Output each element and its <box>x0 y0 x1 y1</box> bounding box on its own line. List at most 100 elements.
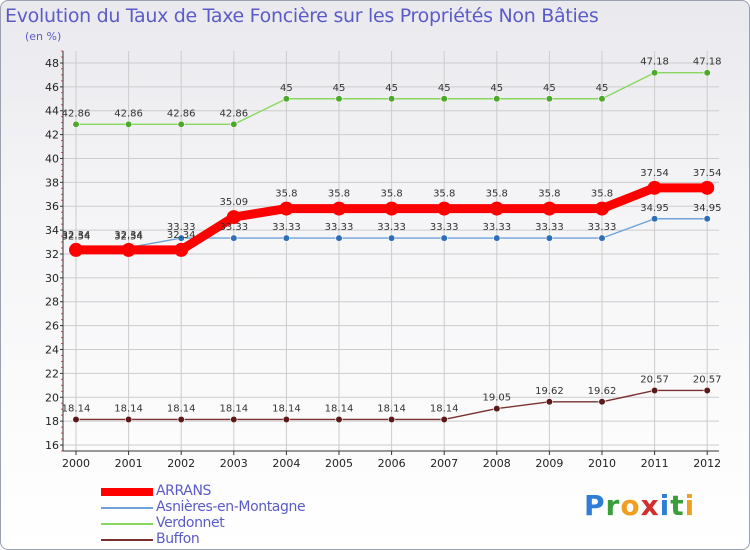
data-point-asni-res-en-montagne <box>335 234 343 242</box>
data-label-buffon: 20.57 <box>640 374 669 385</box>
data-label-arrans: 35.8 <box>380 189 402 200</box>
data-label-arrans: 32.34 <box>62 230 91 241</box>
data-point-verdonnet <box>177 120 185 128</box>
x-tick-label: 2008 <box>483 457 511 470</box>
logo-letter: x <box>640 489 660 522</box>
y-tick-label: 44 <box>45 105 59 118</box>
y-tick-label: 36 <box>45 200 59 213</box>
data-point-verdonnet <box>650 69 659 77</box>
data-point-buffon <box>493 405 501 413</box>
data-label-buffon: 19.05 <box>482 393 511 404</box>
x-tick-label: 2004 <box>272 457 300 470</box>
x-tick-label: 2003 <box>220 457 248 470</box>
data-label-asni-res-en-montagne: 32.54 <box>62 232 91 243</box>
data-label-verdonnet: 42.86 <box>62 108 91 119</box>
data-point-asni-res-en-montagne <box>545 234 554 242</box>
x-tick-label: 2007 <box>430 457 458 470</box>
legend-swatch <box>101 488 153 496</box>
x-tick-label: 2005 <box>325 457 353 470</box>
data-label-arrans: 37.54 <box>640 168 669 179</box>
chart-subtitle: (en %) <box>25 30 62 43</box>
data-label-arrans: 35.8 <box>538 189 560 200</box>
data-label-asni-res-en-montagne: 33.33 <box>325 222 354 233</box>
data-label-verdonnet: 45 <box>438 83 451 94</box>
legend-label: Asnières-en-Montagne <box>156 499 306 515</box>
data-label-asni-res-en-montagne: 33.33 <box>219 222 248 233</box>
legend-label: Verdonnet <box>156 515 225 531</box>
chart-title: Evolution du Taux de Taxe Foncière sur l… <box>5 5 599 27</box>
series-arrans <box>69 180 715 257</box>
data-point-arrans <box>121 242 136 257</box>
axis-layer: 16 18 20 22 24 26 28 30 32 34 36 38 40 42 44 46 48 2000 20… <box>45 50 721 470</box>
data-label-verdonnet: 42.86 <box>114 108 143 119</box>
data-point-asni-res-en-montagne <box>598 234 606 242</box>
legend-swatch <box>101 523 153 525</box>
data-point-asni-res-en-montagne <box>650 215 659 223</box>
data-point-verdonnet <box>493 95 501 103</box>
data-label-arrans: 35.8 <box>591 189 613 200</box>
y-tick-label: 48 <box>45 57 59 70</box>
data-point-arrans <box>595 201 609 216</box>
data-point-buffon <box>72 415 80 424</box>
legend-swatch <box>101 539 153 541</box>
data-point-verdonnet <box>440 95 448 103</box>
series-buffon <box>72 386 711 424</box>
data-label-buffon: 18.14 <box>430 403 459 414</box>
data-label-arrans: 32.34 <box>167 230 196 241</box>
data-point-arrans <box>437 201 452 216</box>
y-tick-label: 20 <box>45 391 59 404</box>
data-label-arrans: 35.09 <box>219 197 248 208</box>
data-point-asni-res-en-montagne <box>493 234 501 242</box>
data-label-buffon: 18.14 <box>219 403 248 414</box>
data-label-arrans: 37.54 <box>693 168 722 179</box>
data-point-asni-res-en-montagne <box>440 234 448 242</box>
y-tick-label: 38 <box>45 176 59 189</box>
data-point-verdonnet <box>388 95 396 103</box>
data-point-verdonnet <box>124 120 133 128</box>
data-label-verdonnet: 42.86 <box>219 108 248 119</box>
logo-letter: P <box>584 489 606 522</box>
data-point-asni-res-en-montagne <box>388 234 396 242</box>
data-point-buffon <box>335 415 343 424</box>
data-label-buffon: 19.62 <box>535 386 564 397</box>
y-tick-label: 32 <box>45 248 59 261</box>
data-point-arrans <box>279 201 294 216</box>
data-label-buffon: 18.14 <box>325 403 354 414</box>
logo-letter: r <box>605 489 621 522</box>
y-tick-label: 46 <box>45 81 59 94</box>
data-label-asni-res-en-montagne: 33.33 <box>588 222 617 233</box>
data-label-asni-res-en-montagne: 32.54 <box>114 232 143 243</box>
x-tick-label: 2006 <box>378 457 406 470</box>
data-label-verdonnet: 47.18 <box>640 57 669 68</box>
data-label-asni-res-en-montagne: 33.33 <box>167 222 196 233</box>
data-point-arrans <box>489 201 504 216</box>
data-label-verdonnet: 45 <box>280 83 293 94</box>
data-point-buffon <box>598 398 606 406</box>
data-point-verdonnet <box>282 95 291 103</box>
x-tick-label: 2010 <box>588 457 616 470</box>
data-label-arrans: 35.8 <box>275 189 297 200</box>
y-tick-label: 30 <box>45 272 59 285</box>
data-label-arrans: 35.8 <box>328 189 350 200</box>
data-label-asni-res-en-montagne: 33.33 <box>430 222 459 233</box>
data-label-buffon: 18.14 <box>377 403 406 414</box>
data-label-buffon: 18.14 <box>167 403 196 414</box>
y-tick-label: 22 <box>45 367 59 380</box>
data-point-buffon <box>388 415 396 424</box>
data-label-buffon: 18.14 <box>114 403 143 414</box>
data-point-buffon <box>230 415 238 424</box>
data-label-arrans: 32.34 <box>114 230 143 241</box>
data-point-asni-res-en-montagne <box>703 215 711 223</box>
data-label-asni-res-en-montagne: 33.33 <box>377 222 406 233</box>
data-label-asni-res-en-montagne: 33.33 <box>482 222 511 233</box>
data-label-verdonnet: 45 <box>385 83 398 94</box>
y-tick-label: 40 <box>45 152 59 165</box>
data-point-arrans <box>332 201 346 216</box>
y-tick-label: 16 <box>45 439 59 452</box>
data-label-verdonnet: 45 <box>543 83 556 94</box>
data-point-asni-res-en-montagne <box>282 234 291 242</box>
data-point-buffon <box>282 415 291 424</box>
data-point-arrans <box>647 180 662 195</box>
data-label-buffon: 20.57 <box>693 374 722 385</box>
